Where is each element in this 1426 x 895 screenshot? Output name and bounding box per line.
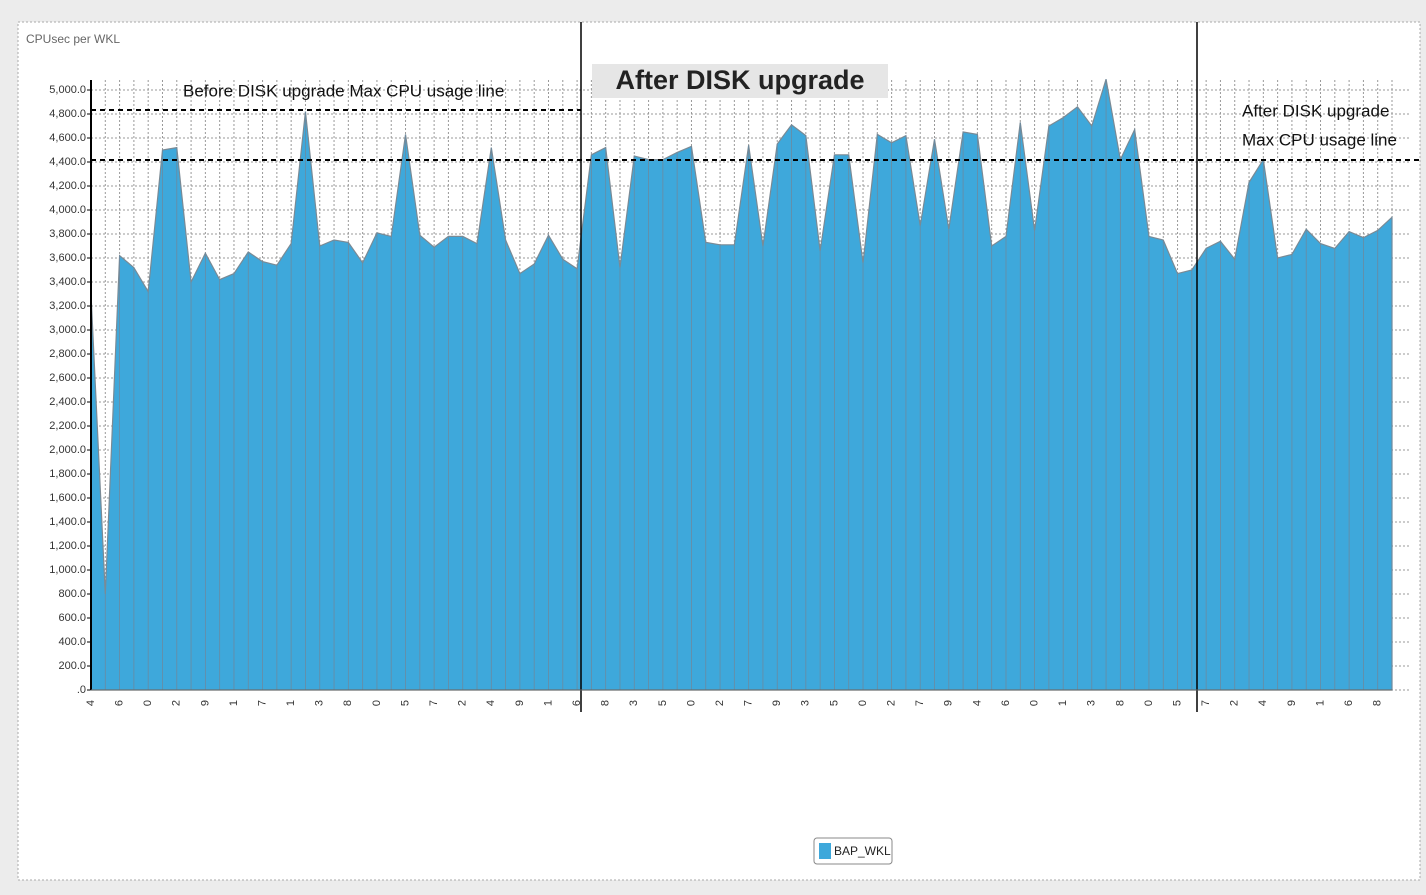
x-tick-label: 0 <box>857 700 869 706</box>
x-tick-label: 7 <box>914 700 926 706</box>
x-tick-label: 5 <box>1171 700 1183 706</box>
x-tick-label: 5 <box>399 700 411 706</box>
y-tick-label: 3,400.0 <box>49 276 86 288</box>
annotation: After DISK upgrade <box>615 65 864 95</box>
x-tick-label: 6 <box>1000 700 1012 706</box>
x-tick-label: 3 <box>1086 700 1098 706</box>
x-tick-label: 3 <box>314 700 326 706</box>
x-tick-label: 1 <box>542 700 554 706</box>
y-tick-label: 800.0 <box>58 588 86 600</box>
x-tick-label: 8 <box>342 700 354 706</box>
x-tick-label: 0 <box>1143 700 1155 706</box>
y-tick-label: 1,600.0 <box>49 492 86 504</box>
x-tick-label: 9 <box>199 700 211 706</box>
x-tick-label: 6 <box>113 700 125 706</box>
x-tick-label: 9 <box>1286 700 1298 706</box>
y-tick-label: 4,600.0 <box>49 132 86 144</box>
y-tick-label: 400.0 <box>58 636 86 648</box>
x-tick-label: 3 <box>628 700 640 706</box>
y-tick-label: 1,200.0 <box>49 540 86 552</box>
x-tick-label: 9 <box>514 700 526 706</box>
x-tick-label: 8 <box>1114 700 1126 706</box>
legend-box <box>813 837 893 865</box>
y-tick-label: 2,600.0 <box>49 372 86 384</box>
x-tick-label: 4 <box>485 700 497 706</box>
x-tick-label: 2 <box>886 700 898 706</box>
x-tick-label: 4 <box>85 700 97 706</box>
y-tick-label: 4,800.0 <box>49 108 86 120</box>
x-tick-label: 5 <box>657 700 669 706</box>
y-tick-label: .0 <box>77 684 86 696</box>
x-tick-label: 7 <box>256 700 268 706</box>
y-tick-label: 4,000.0 <box>49 204 86 216</box>
y-tick-label: 5,000.0 <box>49 84 86 96</box>
y-tick-label: 1,800.0 <box>49 468 86 480</box>
y-tick-label: 3,800.0 <box>49 228 86 240</box>
y-tick-label: 1,400.0 <box>49 516 86 528</box>
x-tick-label: 2 <box>171 700 183 706</box>
x-tick-label: 0 <box>1028 700 1040 706</box>
annotation-box <box>592 64 888 98</box>
y-tick-label: 3,200.0 <box>49 300 86 312</box>
y-tick-label: 2,800.0 <box>49 348 86 360</box>
y-tick-label: 2,000.0 <box>49 444 86 456</box>
x-tick-label: 2 <box>1229 700 1241 706</box>
y-tick-label: 4,400.0 <box>49 156 86 168</box>
annotation: Max CPU usage line <box>1242 130 1397 149</box>
x-tick-label: 0 <box>142 700 154 706</box>
y-tick-label: 600.0 <box>58 612 86 624</box>
x-tick-label: 4 <box>1257 700 1269 706</box>
x-tick-label: 9 <box>771 700 783 706</box>
y-tick-label: 2,200.0 <box>49 420 86 432</box>
x-tick-label: 1 <box>228 700 240 706</box>
x-tick-label: 3 <box>800 700 812 706</box>
legend-swatch <box>819 843 831 859</box>
annotation: Before DISK upgrade Max CPU usage line <box>183 81 504 100</box>
y-tick-label: 4,200.0 <box>49 180 86 192</box>
x-tick-label: 2 <box>714 700 726 706</box>
y-tick-label: 3,600.0 <box>49 252 86 264</box>
x-tick-label: 4 <box>971 700 983 706</box>
x-tick-label: 8 <box>1372 700 1384 706</box>
legend-label: BAP_WKL <box>834 844 891 858</box>
x-tick-label: 2 <box>457 700 469 706</box>
x-tick-label: 5 <box>828 700 840 706</box>
x-tick-label: 0 <box>685 700 697 706</box>
x-tick-label: 7 <box>1200 700 1212 706</box>
x-tick-label: 1 <box>285 700 297 706</box>
annotation: After DISK upgrade <box>1242 101 1389 120</box>
x-tick-label: 6 <box>1343 700 1355 706</box>
x-tick-label: 6 <box>571 700 583 706</box>
x-tick-label: 1 <box>1314 700 1326 706</box>
y-tick-label: 3,000.0 <box>49 324 86 336</box>
x-tick-label: 9 <box>943 700 955 706</box>
y-tick-label: 1,000.0 <box>49 564 86 576</box>
x-tick-label: 7 <box>428 700 440 706</box>
legend: BAP_WKL <box>813 837 893 865</box>
y-tick-label: 2,400.0 <box>49 396 86 408</box>
chart-title: CPUsec per WKL <box>26 32 120 46</box>
x-tick-label: 1 <box>1057 700 1069 706</box>
x-tick-label: 0 <box>371 700 383 706</box>
y-tick-label: 200.0 <box>58 660 86 672</box>
x-tick-label: 8 <box>600 700 612 706</box>
x-tick-label: 7 <box>743 700 755 706</box>
